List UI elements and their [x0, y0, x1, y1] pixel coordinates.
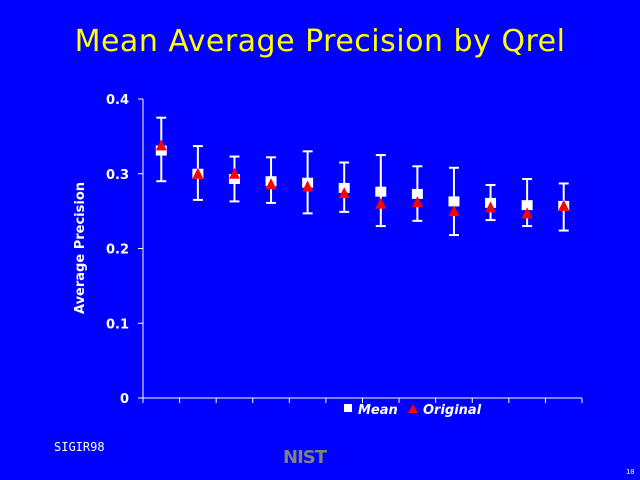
original-point	[375, 197, 387, 209]
page-number: 10	[626, 468, 635, 476]
mean-point	[411, 188, 423, 199]
mean-point	[375, 186, 387, 197]
footer-conference-label: SIGIR98	[54, 440, 105, 454]
original-point	[448, 205, 460, 217]
mean-series	[155, 145, 570, 211]
legend-mean-label: Mean	[358, 403, 398, 418]
original-point	[302, 180, 314, 192]
original-point	[228, 167, 240, 179]
x-ticks	[142, 398, 583, 403]
original-point	[485, 201, 497, 213]
y-axis-label: Average Precision	[73, 182, 88, 314]
y-tick-label: 0.1	[106, 317, 129, 332]
legend-original-marker	[408, 404, 418, 413]
y-tick-label: 0.4	[106, 93, 129, 108]
error-bars	[156, 116, 569, 237]
mean-point	[155, 145, 167, 156]
legend-mean-marker	[344, 404, 352, 412]
y-tick-label: 0	[120, 392, 129, 407]
original-point	[265, 178, 277, 190]
chart-title: Mean Average Precision by Qrel	[74, 24, 566, 59]
mean-point	[521, 200, 533, 211]
mean-point	[228, 173, 240, 184]
mean-point	[448, 196, 460, 207]
y-ticks: 0 0.1 0.2 0.3 0.4	[106, 93, 143, 407]
original-point	[558, 199, 570, 211]
y-tick-label: 0.2	[106, 243, 129, 258]
legend: Mean Original	[344, 403, 482, 418]
original-point	[521, 207, 533, 219]
original-series	[155, 139, 570, 219]
original-point	[338, 187, 350, 199]
nist-logo: NIST	[283, 447, 327, 468]
axes	[138, 99, 582, 399]
y-tick-label: 0.3	[106, 168, 129, 183]
original-point	[411, 196, 423, 208]
original-point	[155, 139, 167, 151]
original-point	[192, 167, 204, 179]
legend-original-label: Original	[423, 403, 482, 418]
